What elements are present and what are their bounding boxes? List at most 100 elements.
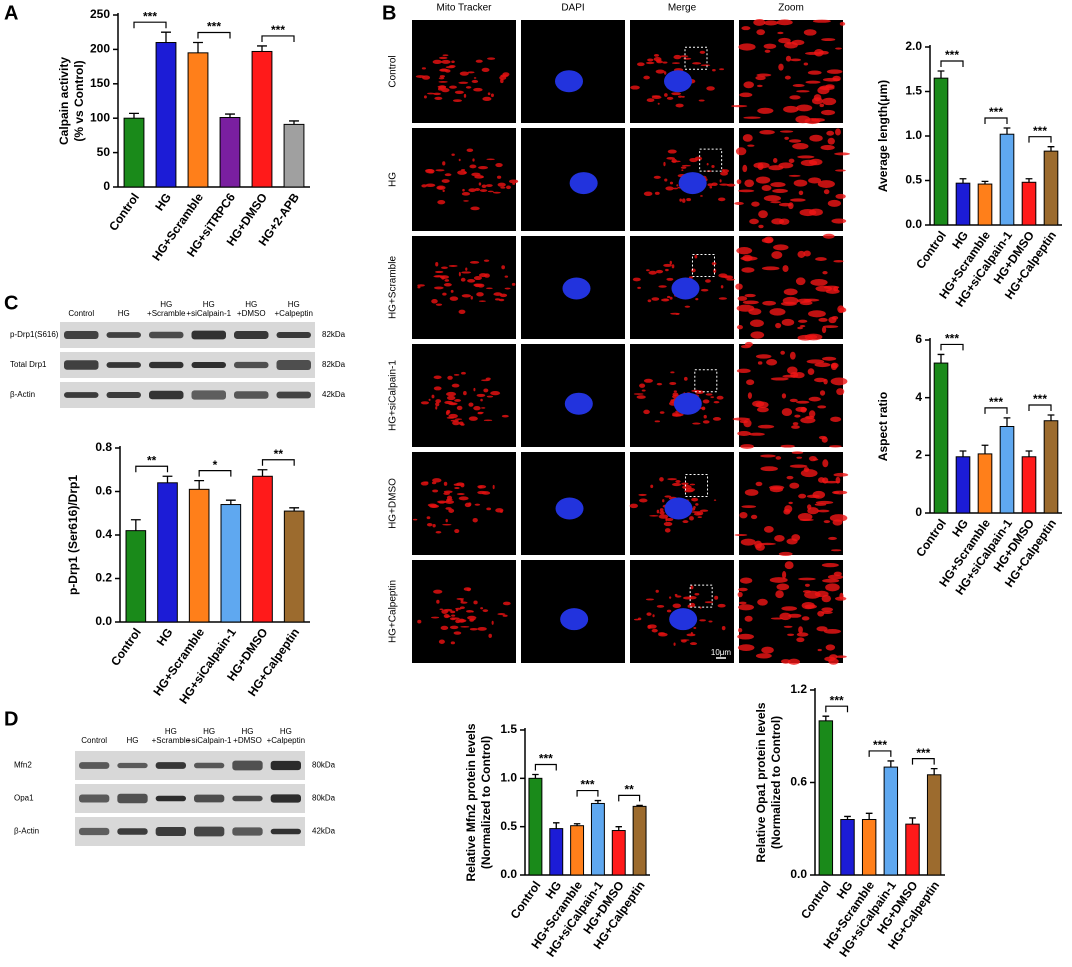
mito-signal [438,77,445,80]
y-tick-label: 250 [90,7,110,21]
blot-band [232,760,263,771]
zoom-signal [750,331,765,339]
mito-signal [466,588,471,592]
zoom-signal [760,454,776,458]
blot-band [149,331,184,339]
zoom-signal [785,55,792,62]
zoom-signal [810,278,828,286]
y-tick-label: 0.0 [95,614,112,628]
zoom-signal [740,344,751,349]
zoom-signal [780,350,785,355]
mito-signal [659,508,664,512]
mito-signal [443,481,448,486]
zoom-signal [830,377,848,386]
zoom-signal [748,432,765,436]
mito-signal [443,613,450,619]
mito-signal [511,282,516,286]
blot-strip [60,382,315,408]
mito-signal [630,85,640,90]
blot-band [79,762,110,769]
mito-signal [435,169,445,172]
zoom-signal [784,561,794,570]
zoom-signal [763,236,774,244]
lane-label: +DMSO [237,309,266,318]
mito-signal [467,615,477,620]
y-tick-label: 1.0 [500,771,517,785]
significance-label: ** [274,447,284,461]
zoom-signal [825,583,840,592]
bar [252,475,273,623]
zoom-signal [736,179,742,185]
bar [549,828,564,876]
mito-signal [654,191,660,195]
mito-signal [441,59,451,64]
mito-signal [633,393,644,395]
mito-signal [646,612,652,616]
zoom-signal [740,577,753,584]
mito-signal [652,614,655,618]
zoom-signal [780,301,797,306]
zoom-signal [747,392,752,400]
mito-signal [714,595,719,600]
zoom-signal [776,583,790,591]
zoom-signal [820,109,836,116]
zoom-signal [738,604,755,611]
mito-signal [653,57,662,62]
zoom-signal [831,218,847,224]
mito-signal [683,376,688,381]
mito-signal [486,507,492,511]
zoom-signal [791,425,800,429]
mito-signal [453,374,460,376]
significance-label: *** [873,738,887,752]
mito-signal [421,75,431,80]
mito-signal [665,186,674,191]
zoom-signal [820,145,835,151]
mito-signal [637,286,641,289]
blot-band [64,360,99,370]
mito-signal [454,486,460,490]
mito-signal [472,158,475,162]
blot-kda-label: 80kDa [312,761,336,770]
mito-signal [670,371,675,374]
zoom-signal [782,570,787,579]
y-tick-label: 1.0 [905,128,922,142]
mito-signal [492,191,501,194]
mito-signal [497,182,506,187]
blot-band [276,391,311,399]
zoom-signal [749,319,764,328]
blot-kda-label: 82kDa [322,330,346,339]
zoom-signal [793,371,805,379]
zoom-signal [737,591,743,598]
mito-signal [692,422,701,425]
zoom-signal [738,189,755,193]
mito-signal [487,190,494,193]
mito-signal [657,102,660,105]
zoom-signal [763,43,777,49]
mito-signal [435,531,442,534]
mito-signal [703,414,707,419]
zoom-signal [823,520,831,524]
error-bar [161,31,171,43]
zoom-signal [750,514,758,520]
zoom-signal [806,359,825,364]
zoom-signal [829,654,838,660]
zoom-signal [731,104,748,108]
zoom-signal [755,401,769,409]
mito-signal [637,617,642,621]
mito-signal [681,95,685,98]
zoom-signal [755,481,763,487]
zoom-signal [787,658,800,665]
mito-signal [679,198,683,202]
mito-signal [445,65,455,69]
zoom-signal [804,117,821,125]
zoom-signal [743,81,755,89]
mito-signal [671,92,682,96]
zoom-signal [814,377,826,383]
zoom-signal [817,648,822,652]
mito-signal [482,609,489,613]
bar [933,362,949,514]
mito-signal [473,77,477,79]
mito-signal [719,68,725,71]
mito-signal [663,161,666,167]
mito-signal [705,393,713,396]
